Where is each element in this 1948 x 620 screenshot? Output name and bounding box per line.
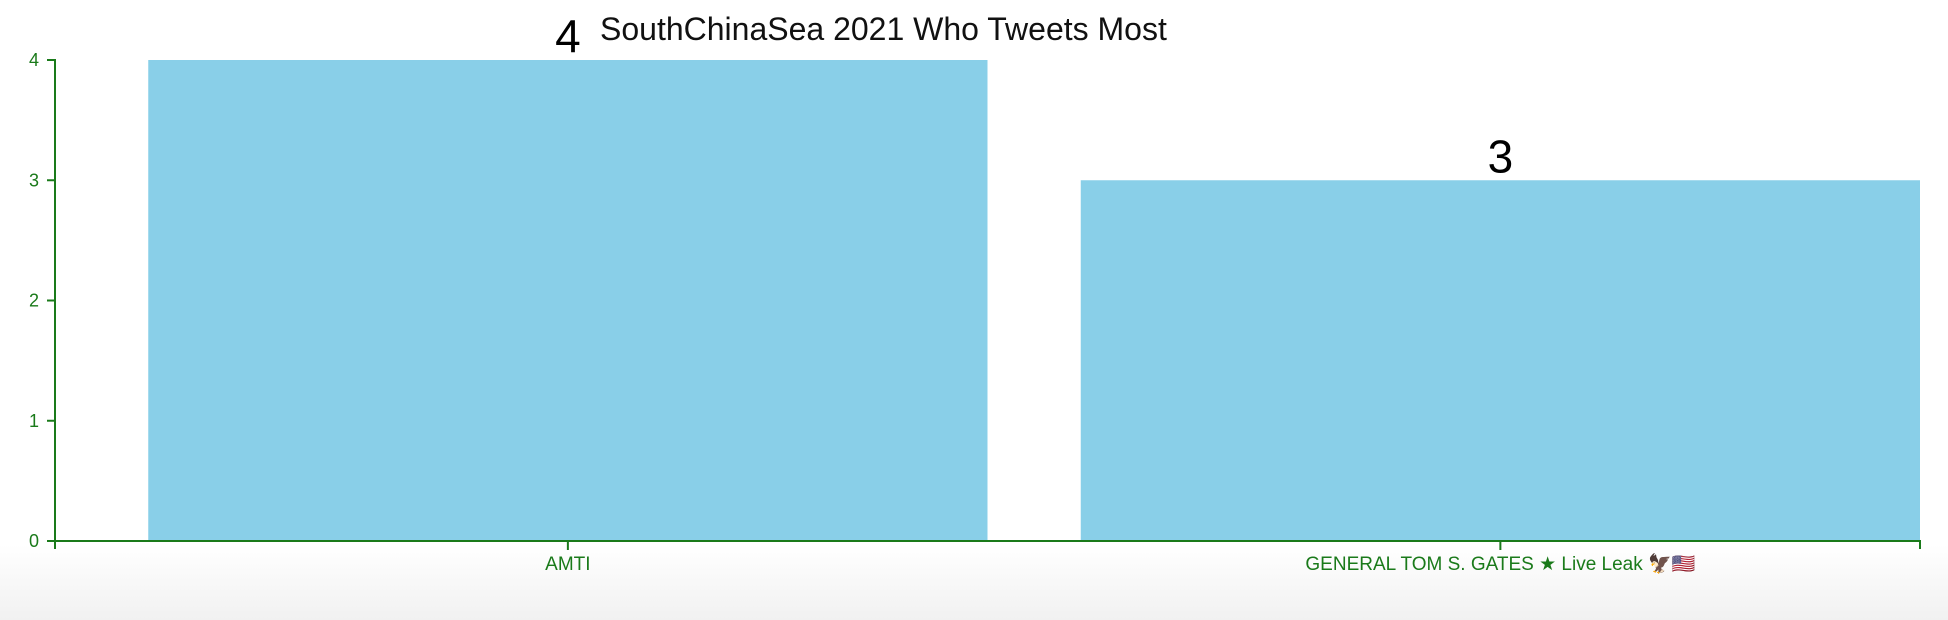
y-tick-label-2: 2 [29,291,39,311]
bar-1 [1080,180,1920,541]
y-tick-label-0: 0 [29,531,39,551]
y-axis: 0 1 2 3 4 [29,50,56,551]
bar-0 [148,60,988,541]
chart-title: SouthChinaSea 2021 Who Tweets Most [600,11,1167,47]
x-axis-line [54,540,1921,549]
y-tick-label-1: 1 [29,411,39,431]
x-category-label-0: AMTI [545,554,590,575]
x-axis: AMTI GENERAL TOM S. GATES ★ Live Leak 🦅🇺🇸 [54,540,1921,575]
value-label-0: 4 [555,10,581,62]
value-label-1: 3 [1488,130,1514,182]
x-category-label-1: GENERAL TOM S. GATES ★ Live Leak 🦅🇺🇸 [1305,552,1695,575]
y-tick-label-3: 3 [29,170,39,190]
value-labels-layer: 43 [555,10,1513,182]
y-tick-label-4: 4 [29,50,39,70]
bars-layer [148,60,1920,541]
